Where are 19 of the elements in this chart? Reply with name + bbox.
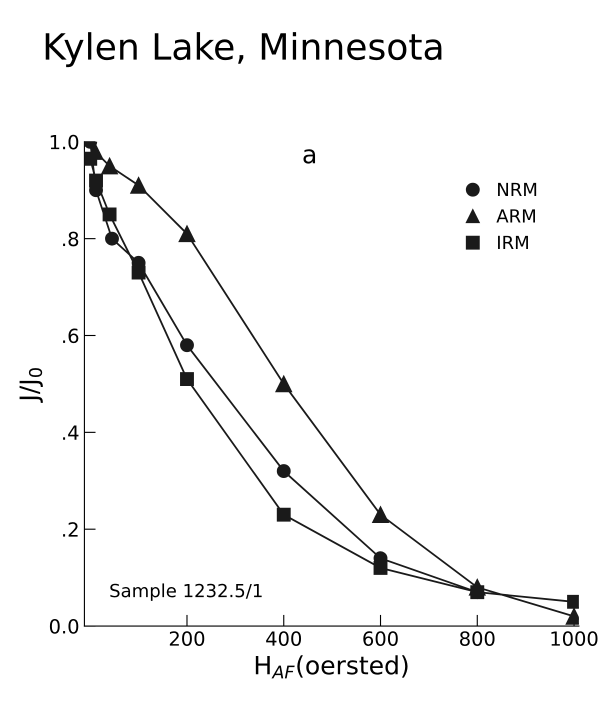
y-tick-label: .6 — [63, 328, 78, 344]
legend-label: IRM — [498, 236, 528, 249]
y-tick-label: .8 — [63, 232, 78, 246]
y-axis-title: J/J$_{0}$ — [20, 368, 43, 403]
annotation: a — [303, 149, 316, 164]
x-tick-label: 600 — [363, 631, 398, 646]
x-tick-label: 800 — [460, 631, 495, 646]
y-tick-label: 0.0 — [50, 619, 78, 634]
y-tick-label: .2 — [63, 522, 78, 537]
legend-label: ARM — [496, 209, 535, 222]
x-tick-label: 1000 — [551, 631, 598, 646]
annotation: Sample 1232.5/1 — [110, 583, 262, 601]
y-tick-label: 1.0 — [50, 134, 78, 150]
y-tick-label: .4 — [63, 426, 78, 440]
legend-label: NRM — [498, 182, 536, 196]
x-tick-label: 400 — [266, 631, 302, 646]
chart-title: Kylen Lake, Minnesota — [46, 32, 442, 68]
x-tick-label: 200 — [170, 631, 204, 646]
x-axis-title: H$_{AF}$(oersted) — [256, 655, 408, 678]
